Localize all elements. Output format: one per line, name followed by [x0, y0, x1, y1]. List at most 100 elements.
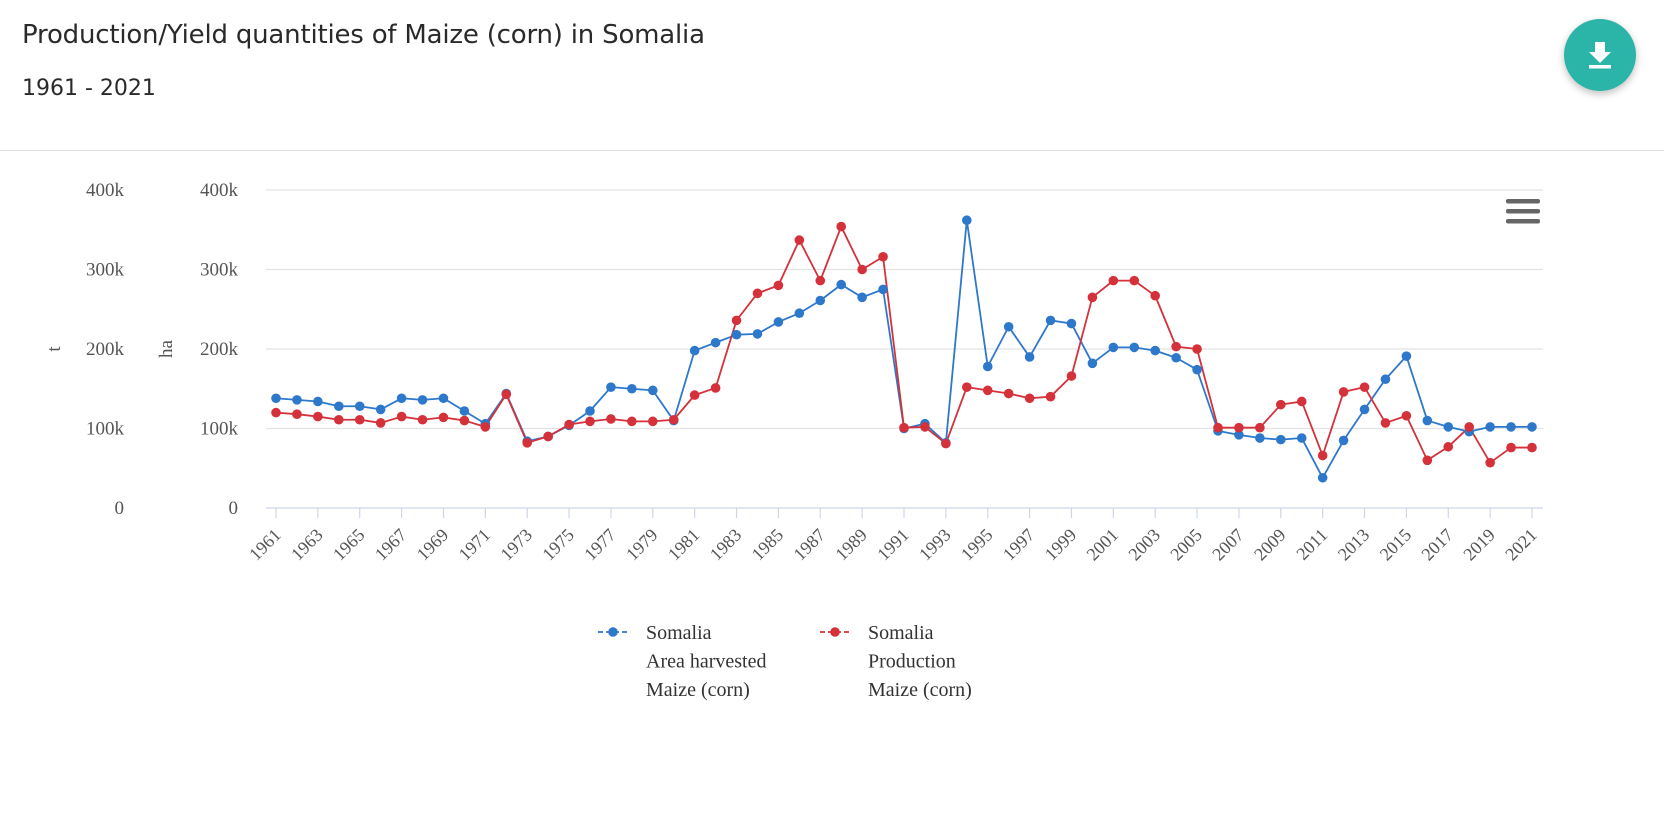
data-point[interactable] — [1024, 352, 1035, 362]
data-point[interactable] — [752, 329, 763, 339]
data-point[interactable] — [962, 215, 972, 226]
data-point[interactable] — [522, 438, 532, 448]
data-point[interactable] — [1150, 290, 1160, 301]
data-point[interactable] — [1276, 399, 1286, 410]
data-point[interactable] — [1317, 472, 1328, 483]
data-point[interactable] — [1045, 391, 1056, 402]
data-point[interactable] — [1527, 442, 1537, 453]
data-point[interactable] — [710, 383, 721, 393]
data-point[interactable] — [878, 251, 888, 262]
hamburger-menu-icon[interactable] — [1506, 199, 1540, 224]
data-point[interactable] — [982, 385, 993, 396]
data-point[interactable] — [1401, 351, 1412, 361]
data-point[interactable] — [480, 422, 491, 432]
data-point[interactable] — [354, 414, 365, 425]
data-point[interactable] — [857, 292, 867, 303]
data-point[interactable] — [1171, 341, 1181, 352]
data-point[interactable] — [1506, 422, 1516, 432]
data-point[interactable] — [1003, 321, 1014, 332]
data-point[interactable] — [396, 393, 407, 404]
legend-item[interactable]: Somalia Production Maize (corn) — [820, 622, 972, 701]
data-point[interactable] — [1359, 382, 1370, 392]
data-point[interactable] — [334, 401, 344, 412]
data-point[interactable] — [668, 414, 679, 425]
data-point[interactable] — [941, 438, 951, 449]
data-point[interactable] — [1422, 415, 1433, 426]
data-point[interactable] — [354, 401, 365, 412]
data-point[interactable] — [1213, 422, 1223, 433]
data-point[interactable] — [878, 284, 888, 295]
data-point[interactable] — [689, 390, 700, 400]
data-point[interactable] — [1485, 457, 1495, 468]
data-point[interactable] — [1171, 352, 1181, 363]
data-point[interactable] — [375, 404, 386, 415]
data-point[interactable] — [334, 414, 344, 425]
data-point[interactable] — [438, 412, 449, 423]
data-point[interactable] — [459, 415, 470, 426]
data-point[interactable] — [417, 414, 428, 425]
data-point[interactable] — [836, 221, 846, 232]
data-point[interactable] — [1129, 342, 1140, 353]
data-point[interactable] — [899, 422, 909, 433]
data-point[interactable] — [1066, 371, 1077, 381]
data-point[interactable] — [689, 345, 700, 356]
data-point[interactable] — [627, 383, 637, 394]
data-point[interactable] — [271, 393, 281, 404]
data-point[interactable] — [271, 407, 281, 418]
data-point[interactable] — [417, 395, 428, 405]
data-point[interactable] — [794, 308, 805, 319]
data-point[interactable] — [606, 414, 616, 424]
data-point[interactable] — [731, 315, 742, 326]
download-button[interactable] — [1564, 19, 1636, 91]
data-point[interactable] — [1108, 342, 1119, 353]
data-point[interactable] — [1192, 344, 1202, 354]
data-point[interactable] — [501, 389, 512, 400]
data-point[interactable] — [396, 411, 407, 422]
data-point[interactable] — [1527, 422, 1537, 432]
data-point[interactable] — [1192, 364, 1202, 375]
data-point[interactable] — [1380, 418, 1391, 428]
data-point[interactable] — [1317, 450, 1328, 461]
data-point[interactable] — [1401, 410, 1412, 421]
legend-item[interactable]: Somalia Area harvested Maize (corn) — [598, 622, 767, 701]
data-point[interactable] — [585, 416, 595, 427]
data-point[interactable] — [1296, 433, 1307, 443]
data-point[interactable] — [1024, 393, 1035, 404]
data-point[interactable] — [1234, 430, 1244, 440]
data-point[interactable] — [648, 416, 658, 427]
data-point[interactable] — [313, 411, 323, 422]
data-point[interactable] — [1255, 433, 1265, 443]
data-point[interactable] — [375, 418, 386, 428]
data-point[interactable] — [1506, 442, 1516, 453]
data-point[interactable] — [1338, 435, 1349, 446]
data-point[interactable] — [920, 422, 930, 432]
data-point[interactable] — [1422, 455, 1433, 466]
data-point[interactable] — [606, 382, 616, 392]
data-point[interactable] — [1380, 374, 1391, 385]
data-point[interactable] — [1276, 434, 1286, 445]
data-point[interactable] — [1087, 292, 1098, 303]
data-point[interactable] — [962, 382, 972, 392]
data-point[interactable] — [313, 396, 323, 407]
data-point[interactable] — [292, 395, 302, 405]
data-point[interactable] — [1338, 387, 1349, 397]
data-point[interactable] — [1150, 345, 1160, 356]
data-point[interactable] — [1255, 422, 1265, 433]
data-point[interactable] — [1464, 422, 1474, 432]
data-point[interactable] — [1087, 358, 1098, 369]
data-point[interactable] — [543, 431, 553, 442]
data-point[interactable] — [438, 393, 449, 404]
data-point[interactable] — [1359, 404, 1370, 415]
data-point[interactable] — [1443, 441, 1454, 452]
data-point[interactable] — [627, 416, 637, 427]
data-point[interactable] — [815, 275, 826, 286]
data-point[interactable] — [773, 280, 784, 291]
data-point[interactable] — [1129, 275, 1140, 286]
data-point[interactable] — [585, 406, 595, 416]
data-point[interactable] — [1108, 275, 1119, 286]
data-point[interactable] — [1066, 318, 1077, 329]
data-point[interactable] — [815, 295, 826, 306]
data-point[interactable] — [292, 409, 302, 419]
data-point[interactable] — [648, 385, 658, 396]
data-point[interactable] — [1485, 422, 1495, 432]
